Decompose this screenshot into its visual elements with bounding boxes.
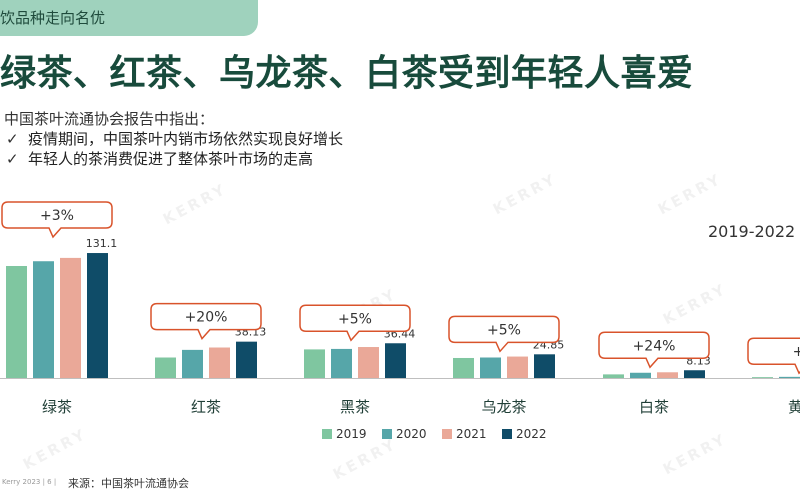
growth-callout xyxy=(299,304,411,342)
bar-2022 xyxy=(236,341,257,378)
bar-2021 xyxy=(60,257,81,378)
bar-2021 xyxy=(507,356,528,378)
bar-2019 xyxy=(453,357,474,378)
legend-swatch xyxy=(322,429,332,439)
footer-brand-page: Kerry 2023 | 6 | xyxy=(2,478,57,486)
growth-label: +20% xyxy=(185,310,228,326)
bar-2019 xyxy=(603,374,624,378)
growth-label: +5% xyxy=(487,322,521,338)
legend-swatch xyxy=(442,429,452,439)
legend-label: 2021 xyxy=(456,427,487,441)
page-title: 绿茶、红茶、乌龙茶、白茶受到年轻人喜爱 xyxy=(0,53,694,94)
legend-label: 2019 xyxy=(336,427,367,441)
bullet-text: 年轻人的茶消费促进了整体茶叶市场的走高 xyxy=(28,150,314,168)
bar-2020 xyxy=(331,348,352,378)
growth-callout xyxy=(1,201,113,239)
bar-2022 xyxy=(534,354,555,378)
bar-2019 xyxy=(155,357,176,378)
growth-label: +3% xyxy=(40,208,74,224)
bullet-item: ✓ 年轻人的茶消费促进了整体茶叶市场的走高 xyxy=(6,148,313,169)
growth-callout xyxy=(598,331,710,369)
growth-callout xyxy=(150,302,262,341)
legend-label: 2020 xyxy=(396,427,427,441)
category-label: 黄茶 xyxy=(788,398,800,416)
bar-2020 xyxy=(630,372,651,378)
bar-2019 xyxy=(304,349,325,378)
growth-callout xyxy=(747,337,800,375)
category-label: 红茶 xyxy=(191,398,221,416)
section-tab: 饮品种走向名优 xyxy=(0,0,258,36)
source-intro: 中国茶叶流通协会报告中指出： xyxy=(4,110,215,128)
legend-swatch xyxy=(502,429,512,439)
legend-label: 2022 xyxy=(516,427,547,441)
check-icon: ✓ xyxy=(6,150,19,168)
bar-2020 xyxy=(182,349,203,378)
growth-label: +24% xyxy=(633,338,676,354)
legend-swatch xyxy=(382,429,392,439)
bar-2021 xyxy=(358,347,379,378)
category-label: 绿茶 xyxy=(42,398,72,416)
growth-callout xyxy=(448,315,560,353)
period-label: 2019-2022 xyxy=(708,222,796,241)
section-tab-label: 饮品种走向名优 xyxy=(0,9,106,27)
bar-2022 xyxy=(385,343,406,378)
bar-2020 xyxy=(480,357,501,378)
bullet-item: ✓ 疫情期间，中国茶叶内销市场依然实现良好增长 xyxy=(6,128,343,149)
bar-2022 xyxy=(87,253,108,378)
bar-2019 xyxy=(752,377,773,378)
check-icon: ✓ xyxy=(6,130,19,148)
bar-2021 xyxy=(209,347,230,378)
bar-2022 xyxy=(684,370,705,378)
category-label: 乌龙茶 xyxy=(481,398,526,416)
bar-2019 xyxy=(6,265,27,378)
growth-label: +1 xyxy=(793,344,800,360)
bar-2020 xyxy=(779,376,800,378)
category-label: 黑茶 xyxy=(340,398,370,416)
bullet-text: 疫情期间，中国茶叶内销市场依然实现良好增长 xyxy=(28,130,344,148)
category-label: 白茶 xyxy=(639,398,669,416)
footer-source: 来源：中国茶叶流通协会 xyxy=(68,477,189,490)
growth-label: +5% xyxy=(338,311,372,327)
bar-2021 xyxy=(657,372,678,378)
bar-2020 xyxy=(33,261,54,378)
data-label: 131.1 xyxy=(86,237,118,250)
